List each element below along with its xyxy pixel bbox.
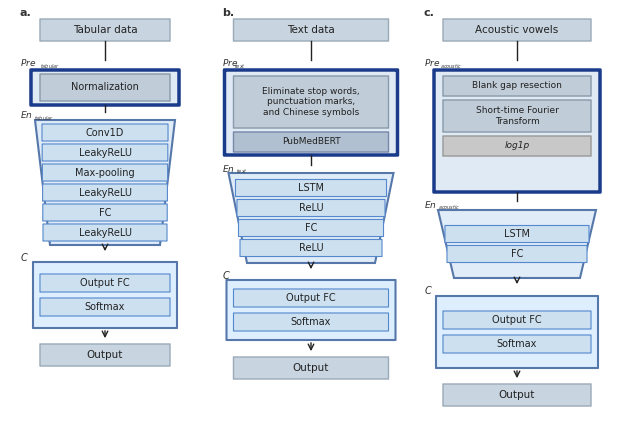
Text: ReLU: ReLU xyxy=(299,203,323,213)
Text: Output FC: Output FC xyxy=(492,315,542,325)
FancyBboxPatch shape xyxy=(434,70,600,192)
FancyBboxPatch shape xyxy=(40,19,170,41)
Text: LSTM: LSTM xyxy=(298,183,324,193)
FancyBboxPatch shape xyxy=(33,262,177,328)
FancyBboxPatch shape xyxy=(443,311,591,329)
Text: Softmax: Softmax xyxy=(497,339,537,349)
Text: Tabular data: Tabular data xyxy=(73,25,137,35)
Text: FC: FC xyxy=(511,249,523,259)
FancyBboxPatch shape xyxy=(43,224,167,241)
FancyBboxPatch shape xyxy=(238,219,384,237)
Text: LeakyReLU: LeakyReLU xyxy=(78,147,131,157)
Text: PubMedBERT: PubMedBERT xyxy=(282,138,340,147)
Text: $_{tabular}$: $_{tabular}$ xyxy=(34,115,54,123)
Text: Blank gap resection: Blank gap resection xyxy=(472,82,562,90)
FancyBboxPatch shape xyxy=(443,76,591,96)
Text: $C$: $C$ xyxy=(222,269,231,281)
FancyBboxPatch shape xyxy=(233,19,389,41)
Text: $C$: $C$ xyxy=(20,251,29,263)
FancyBboxPatch shape xyxy=(226,280,396,340)
FancyBboxPatch shape xyxy=(40,274,170,292)
Text: Output: Output xyxy=(499,390,535,400)
Text: $_{tabular}$: $_{tabular}$ xyxy=(40,63,60,71)
FancyBboxPatch shape xyxy=(445,225,589,243)
Polygon shape xyxy=(35,120,175,245)
Text: Eliminate stop words,
punctuation marks,
and Chinese symbols: Eliminate stop words, punctuation marks,… xyxy=(262,87,360,117)
FancyBboxPatch shape xyxy=(443,335,591,353)
Text: Text data: Text data xyxy=(287,25,335,35)
FancyBboxPatch shape xyxy=(43,204,167,221)
Text: b.: b. xyxy=(222,8,234,18)
FancyBboxPatch shape xyxy=(42,144,168,161)
Text: Softmax: Softmax xyxy=(85,302,125,312)
FancyBboxPatch shape xyxy=(236,179,386,197)
FancyBboxPatch shape xyxy=(240,240,382,257)
FancyBboxPatch shape xyxy=(42,164,167,181)
Text: ReLU: ReLU xyxy=(299,243,323,253)
Text: $_{text}$: $_{text}$ xyxy=(234,63,246,71)
FancyBboxPatch shape xyxy=(447,246,587,262)
Text: LeakyReLU: LeakyReLU xyxy=(78,187,131,197)
Text: FC: FC xyxy=(305,223,317,233)
Text: $Pre$: $Pre$ xyxy=(20,58,36,68)
Text: $Pre$: $Pre$ xyxy=(222,58,238,68)
Text: Acoustic vowels: Acoustic vowels xyxy=(475,25,559,35)
FancyBboxPatch shape xyxy=(233,357,389,379)
FancyBboxPatch shape xyxy=(31,70,179,105)
Polygon shape xyxy=(438,210,596,278)
Text: $_{text}$: $_{text}$ xyxy=(236,168,248,176)
Text: Short-time Fourier
Transform: Short-time Fourier Transform xyxy=(476,106,559,126)
Text: Conv1D: Conv1D xyxy=(86,128,124,138)
Text: Normalization: Normalization xyxy=(71,83,139,92)
Text: Output: Output xyxy=(293,363,329,373)
FancyBboxPatch shape xyxy=(233,132,389,152)
FancyBboxPatch shape xyxy=(443,100,591,132)
Polygon shape xyxy=(228,173,394,263)
Text: Output: Output xyxy=(87,350,123,360)
Text: $C$: $C$ xyxy=(424,284,433,296)
Text: c.: c. xyxy=(424,8,435,18)
FancyBboxPatch shape xyxy=(443,19,591,41)
FancyBboxPatch shape xyxy=(233,313,389,331)
Text: Softmax: Softmax xyxy=(291,317,331,327)
Text: $_{acoustic}$: $_{acoustic}$ xyxy=(438,204,460,212)
Text: LeakyReLU: LeakyReLU xyxy=(78,227,131,237)
FancyBboxPatch shape xyxy=(40,298,170,316)
Text: Output FC: Output FC xyxy=(80,278,130,288)
Text: Output FC: Output FC xyxy=(286,293,336,303)
Text: Max-pooling: Max-pooling xyxy=(75,168,135,178)
FancyBboxPatch shape xyxy=(40,74,170,101)
Text: $En$: $En$ xyxy=(424,199,437,209)
FancyBboxPatch shape xyxy=(237,200,385,217)
Text: FC: FC xyxy=(99,208,111,218)
Text: $Pre$: $Pre$ xyxy=(424,58,440,68)
Text: log1p: log1p xyxy=(504,141,529,150)
FancyBboxPatch shape xyxy=(443,136,591,156)
FancyBboxPatch shape xyxy=(233,289,389,307)
FancyBboxPatch shape xyxy=(40,344,170,366)
FancyBboxPatch shape xyxy=(42,184,167,201)
Text: $En$: $En$ xyxy=(222,163,234,173)
Text: $_{acoustic}$: $_{acoustic}$ xyxy=(440,63,462,71)
FancyBboxPatch shape xyxy=(42,124,168,141)
FancyBboxPatch shape xyxy=(436,296,598,368)
Text: a.: a. xyxy=(20,8,32,18)
Text: $En$: $En$ xyxy=(20,110,33,120)
FancyBboxPatch shape xyxy=(443,384,591,406)
FancyBboxPatch shape xyxy=(233,76,389,128)
FancyBboxPatch shape xyxy=(225,70,397,155)
Text: LSTM: LSTM xyxy=(504,229,530,239)
